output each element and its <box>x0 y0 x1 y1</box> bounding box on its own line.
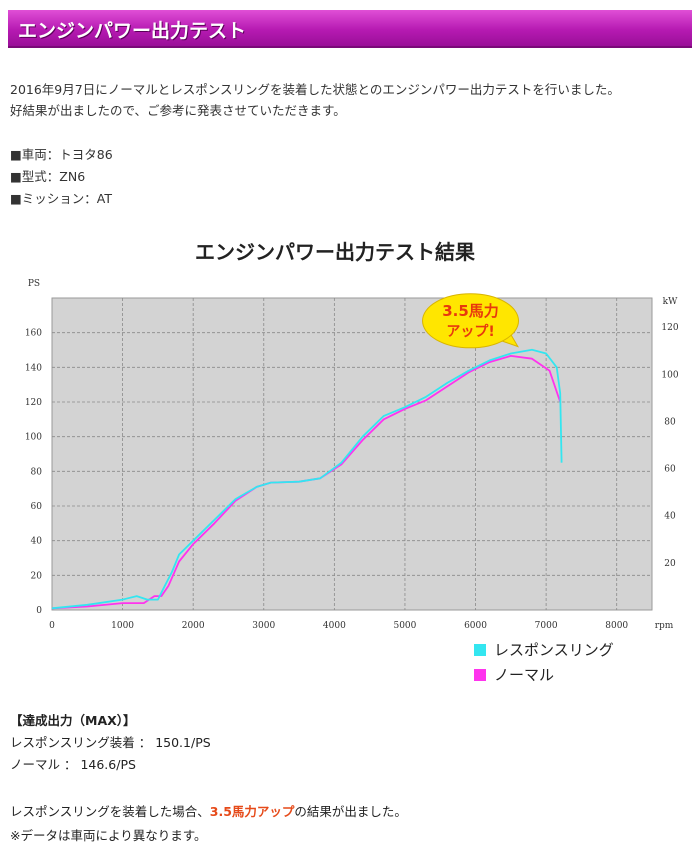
annotation-line-2: アップ! <box>446 324 494 340</box>
intro-line-1: 2016年9月7日にノーマルとレスポンスリングを装着した状態とのエンジンパワー出… <box>10 82 620 97</box>
chart-title: エンジンパワー出力テスト結果 <box>195 240 475 264</box>
page-title: エンジンパワー出力テスト <box>18 20 247 42</box>
y2-tick-label: 80 <box>664 417 676 427</box>
y-tick-label: 120 <box>25 398 42 408</box>
x-tick-label: 1000 <box>111 621 134 631</box>
y-tick-label: 40 <box>31 537 43 547</box>
header-banner: エンジンパワー出力テスト <box>8 10 692 48</box>
conclusion: レスポンスリングを装着した場合、3.5馬力アップの結果が出ました。 ※データは車… <box>10 800 407 848</box>
x-axis-label: rpm <box>655 621 674 631</box>
power-chart: エンジンパワー出力テスト結果 0 1000 2000 3000 4000 5000 6000… <box>0 230 700 700</box>
x-tick-label: 3000 <box>252 621 275 631</box>
vehicle-specs: ■車両：トヨタ86 ■型式：ZN6 ■ミッション：AT <box>10 144 113 210</box>
legend-label: レスポンスリング <box>494 641 614 659</box>
result-ring: レスポンスリング装着 ： 150.1/PS <box>10 735 211 750</box>
conclusion-post: の結果が出ました。 <box>294 804 407 819</box>
conclusion-line: レスポンスリングを装着した場合、3.5馬力アップの結果が出ました。 <box>10 800 407 824</box>
results: レスポンスリング装着 ： 150.1/PS ノーマル ： 146.6/PS <box>10 732 211 776</box>
x-tick-label: 5000 <box>393 621 416 631</box>
y-tick-label: 0 <box>36 606 42 616</box>
y-tick-label: 20 <box>31 571 43 581</box>
x-tick-label: 8000 <box>605 621 628 631</box>
annotation-line-1: 3.5馬力 <box>442 302 499 320</box>
y-tick-label: 160 <box>25 329 42 339</box>
y-tick-label: 60 <box>31 502 43 512</box>
series-line-response-ring <box>51 348 563 610</box>
result-normal: ノーマル ： 146.6/PS <box>10 757 136 772</box>
x-tick-label: 6000 <box>464 621 487 631</box>
legend-label: ノーマル <box>494 666 554 684</box>
spec-model: ■型式：ZN6 <box>10 169 86 184</box>
x-tick-label: 7000 <box>535 621 558 631</box>
y2-tick-label: 120 <box>661 323 678 333</box>
y-tick-label: 100 <box>25 433 42 443</box>
y2-axis-label: kW <box>663 297 678 307</box>
y2-tick-label: 100 <box>661 370 678 380</box>
intro-text: 2016年9月7日にノーマルとレスポンスリングを装着した状態とのエンジンパワー出… <box>10 79 620 121</box>
y-tick-label: 140 <box>25 363 42 373</box>
intro-line-2: 好結果が出ましたので、ご参考に発表させていただきます。 <box>10 103 346 118</box>
y2-tick-label: 60 <box>664 465 676 475</box>
x-tick-label: 2000 <box>182 621 205 631</box>
y2-tick-label: 40 <box>664 512 676 522</box>
conclusion-highlight: 3.5馬力アップ <box>209 804 295 819</box>
spec-vehicle: ■車両：トヨタ86 <box>10 147 113 162</box>
x-tick-label: 4000 <box>323 621 346 631</box>
plot-area <box>51 297 653 611</box>
chart-svg: 0 1000 2000 3000 4000 5000 6000 7000 8000 0 20 40 60… <box>25 279 679 684</box>
annotation-bubble <box>422 293 520 349</box>
results-heading: 【達成出力（MAX）】 <box>10 713 136 728</box>
data-note: ※データは車両により異なります。 <box>10 828 207 843</box>
y-axis-label: PS <box>28 279 40 289</box>
legend-swatch <box>474 644 486 656</box>
y-tick-label: 80 <box>31 467 43 477</box>
legend-swatch <box>474 669 486 681</box>
spec-transmission: ■ミッション：AT <box>10 191 113 206</box>
x-tick-label: 0 <box>49 621 55 631</box>
conclusion-pre: レスポンスリングを装着した場合、 <box>10 804 210 819</box>
y2-tick-label: 20 <box>664 559 676 569</box>
